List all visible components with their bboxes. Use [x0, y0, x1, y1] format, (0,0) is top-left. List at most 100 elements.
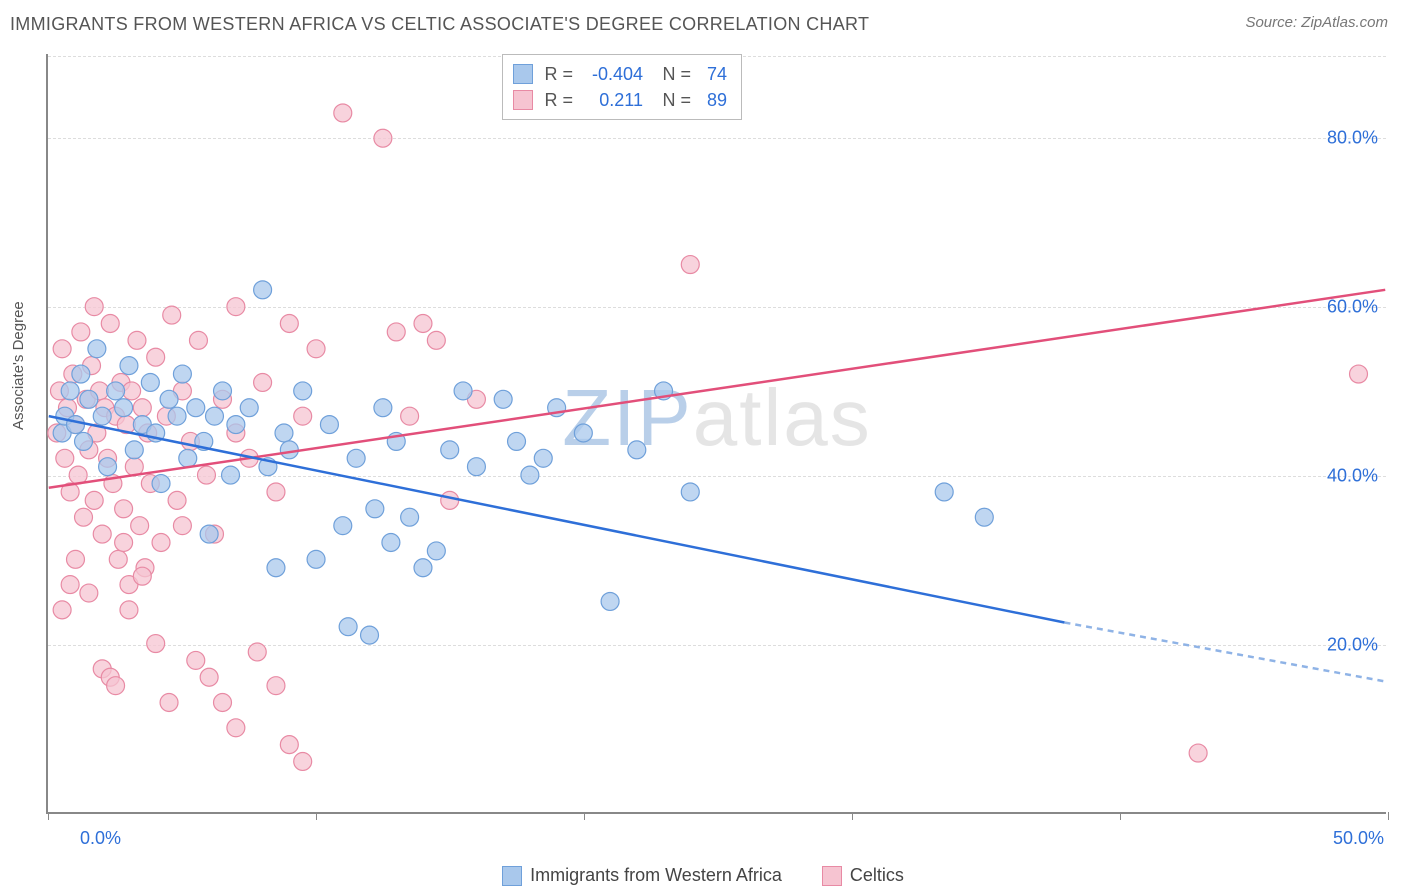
legend-n-value-blue: 74 [697, 61, 727, 87]
y-axis-label: Associate's Degree [10, 301, 27, 430]
scatter-point-pink [401, 407, 419, 425]
scatter-point-blue [307, 550, 325, 568]
scatter-point-blue [454, 382, 472, 400]
scatter-point-blue [160, 390, 178, 408]
scatter-point-blue [152, 475, 170, 493]
scatter-point-pink [80, 584, 98, 602]
scatter-point-blue [67, 416, 85, 434]
scatter-point-blue [275, 424, 293, 442]
x-tick [584, 812, 585, 820]
scatter-point-blue [339, 618, 357, 636]
scatter-point-blue [168, 407, 186, 425]
x-tick [1120, 812, 1121, 820]
legend-label-pink: Celtics [850, 865, 904, 886]
scatter-point-pink [133, 399, 151, 417]
scatter-point-pink [93, 525, 111, 543]
scatter-point-pink [168, 491, 186, 509]
scatter-point-pink [387, 323, 405, 341]
scatter-point-pink [189, 331, 207, 349]
scatter-point-pink [294, 407, 312, 425]
scatter-point-blue [521, 466, 539, 484]
scatter-point-blue [120, 357, 138, 375]
scatter-point-pink [75, 508, 93, 526]
scatter-point-blue [494, 390, 512, 408]
scatter-point-pink [280, 736, 298, 754]
scatter-point-pink [1189, 744, 1207, 762]
scatter-point-blue [681, 483, 699, 501]
scatter-point-pink [267, 677, 285, 695]
legend-item-pink: Celtics [822, 865, 904, 886]
scatter-point-blue [187, 399, 205, 417]
scatter-point-pink [414, 315, 432, 333]
chart-plot-area: ZIPatlas R = -0.404 N = 74 R = 0.211 N =… [46, 54, 1386, 814]
scatter-point-blue [361, 626, 379, 644]
scatter-point-blue [628, 441, 646, 459]
scatter-point-pink [53, 340, 71, 358]
scatter-point-blue [534, 449, 552, 467]
scatter-point-blue [200, 525, 218, 543]
scatter-point-pink [197, 466, 215, 484]
scatter-point-blue [975, 508, 993, 526]
legend-r-value-pink: 0.211 [579, 87, 643, 113]
scatter-point-pink [427, 331, 445, 349]
scatter-point-pink [56, 449, 74, 467]
scatter-point-blue [574, 424, 592, 442]
chart-title: IMMIGRANTS FROM WESTERN AFRICA VS CELTIC… [10, 14, 869, 35]
legend-n-value-pink: 89 [697, 87, 727, 113]
scatter-point-pink [67, 550, 85, 568]
scatter-point-pink [374, 129, 392, 147]
scatter-point-blue [179, 449, 197, 467]
legend-swatch-pink [822, 866, 842, 886]
legend-n-label: N = [657, 61, 691, 87]
scatter-point-pink [101, 315, 119, 333]
scatter-point-blue [294, 382, 312, 400]
scatter-point-pink [128, 331, 146, 349]
scatter-point-blue [206, 407, 224, 425]
scatter-point-blue [467, 458, 485, 476]
scatter-point-pink [294, 752, 312, 770]
legend-series: Immigrants from Western Africa Celtics [0, 865, 1406, 886]
scatter-point-pink [248, 643, 266, 661]
scatter-point-pink [147, 635, 165, 653]
scatter-point-blue [441, 441, 459, 459]
scatter-point-blue [254, 281, 272, 299]
scatter-point-pink [267, 483, 285, 501]
legend-swatch-blue [502, 866, 522, 886]
scatter-point-blue [414, 559, 432, 577]
scatter-point-pink [133, 567, 151, 585]
x-tick [48, 812, 49, 820]
scatter-point-blue [508, 432, 526, 450]
legend-row-pink: R = 0.211 N = 89 [513, 87, 727, 113]
scatter-point-pink [160, 694, 178, 712]
scatter-point-pink [441, 491, 459, 509]
x-tick [1388, 812, 1389, 820]
scatter-point-pink [227, 298, 245, 316]
scatter-point-blue [227, 416, 245, 434]
source-label: Source: ZipAtlas.com [1245, 14, 1388, 31]
scatter-point-blue [214, 382, 232, 400]
scatter-point-blue [125, 441, 143, 459]
scatter-point-blue [222, 466, 240, 484]
scatter-point-pink [280, 315, 298, 333]
plot-svg [48, 54, 1386, 812]
scatter-point-blue [99, 458, 117, 476]
scatter-point-pink [163, 306, 181, 324]
scatter-point-blue [107, 382, 125, 400]
x-tick [852, 812, 853, 820]
scatter-point-blue [240, 399, 258, 417]
legend-correlation: R = -0.404 N = 74 R = 0.211 N = 89 [502, 54, 742, 120]
scatter-point-pink [334, 104, 352, 122]
scatter-point-pink [254, 373, 272, 391]
scatter-point-pink [214, 694, 232, 712]
scatter-point-blue [80, 390, 98, 408]
scatter-point-pink [115, 534, 133, 552]
legend-label-blue: Immigrants from Western Africa [530, 865, 782, 886]
legend-r-value-blue: -0.404 [579, 61, 643, 87]
scatter-point-blue [61, 382, 79, 400]
scatter-point-blue [93, 407, 111, 425]
scatter-point-blue [75, 432, 93, 450]
legend-item-blue: Immigrants from Western Africa [502, 865, 782, 886]
scatter-point-blue [427, 542, 445, 560]
scatter-point-pink [120, 601, 138, 619]
scatter-point-blue [280, 441, 298, 459]
